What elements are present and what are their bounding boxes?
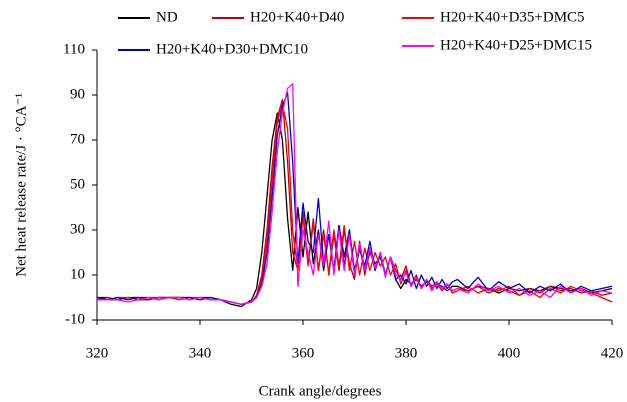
y-axis-label: Net heat release rate/J · °CA⁻¹ xyxy=(13,93,29,277)
y-tick-label: 110 xyxy=(63,41,85,57)
x-tick-label: 400 xyxy=(498,345,521,361)
legend-label: ND xyxy=(156,9,178,25)
y-tick-label: 30 xyxy=(70,221,85,237)
y-tick-label: 70 xyxy=(70,131,85,147)
series-line xyxy=(97,83,613,305)
y-tick-label: 10 xyxy=(70,266,85,282)
y-tick-label: 90 xyxy=(70,86,85,102)
legend-label: H20+K40+D40 xyxy=(250,9,344,25)
legend-label: H20+K40+D30+DMC10 xyxy=(156,41,308,57)
y-tick-label: -10 xyxy=(65,311,85,327)
x-axis-label: Crank angle/degrees xyxy=(259,383,382,399)
x-tick-label: 380 xyxy=(395,345,418,361)
legend-label: H20+K40+D25+DMC15 xyxy=(440,37,592,53)
x-tick-label: 420 xyxy=(601,345,624,361)
y-tick-label: 50 xyxy=(70,176,85,192)
x-tick-label: 320 xyxy=(86,345,109,361)
x-tick-label: 360 xyxy=(292,345,315,361)
legend-label: H20+K40+D35+DMC5 xyxy=(440,9,585,25)
x-tick-label: 340 xyxy=(189,345,212,361)
